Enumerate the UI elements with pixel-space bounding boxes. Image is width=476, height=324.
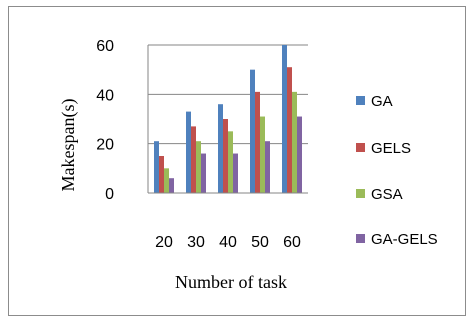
legend-label: GELS (371, 140, 411, 157)
bar-ga-gels-60 (297, 116, 302, 193)
legend-swatch-gels (356, 143, 365, 152)
y-tick-label: 0 (105, 186, 114, 203)
bar-ga-gels-20 (169, 178, 174, 193)
axes (147, 45, 308, 194)
bar-gsa-30 (196, 141, 201, 193)
bar-ga-50 (250, 69, 255, 193)
bar-ga-30 (186, 111, 191, 193)
bar-ga-40 (218, 104, 223, 193)
legend: GA GELS GSA GA-GELS (356, 93, 438, 248)
legend-label: GA (371, 93, 393, 110)
bar-gels-20 (159, 156, 164, 193)
legend-label: GA-GELS (371, 231, 438, 248)
legend-swatch-ga (356, 96, 365, 105)
y-axis-label: Makespan(s) (58, 99, 79, 192)
bar-gels-50 (255, 91, 260, 193)
bar-ga-gels-50 (265, 141, 270, 193)
bars (154, 45, 302, 193)
x-tick-labels: 20 30 40 50 60 (155, 234, 301, 251)
bar-ga-20 (154, 141, 159, 193)
bar-gsa-20 (164, 168, 169, 193)
bar-ga-gels-40 (233, 153, 238, 193)
bar-gsa-50 (260, 116, 265, 193)
legend-swatch-gsa (356, 189, 365, 198)
bar-gels-60 (287, 67, 292, 193)
x-axis-label: Number of task (175, 272, 287, 292)
x-tick-label: 50 (251, 234, 269, 251)
bar-gels-30 (191, 126, 196, 193)
bar-gsa-40 (228, 131, 233, 193)
y-tick-label: 20 (96, 137, 114, 154)
legend-label: GSA (371, 186, 403, 203)
legend-swatch-ga-gels (356, 234, 365, 243)
y-tick-label: 40 (96, 87, 114, 104)
x-tick-label: 60 (283, 234, 301, 251)
x-tick-label: 20 (155, 234, 173, 251)
bar-ga-gels-30 (201, 153, 206, 193)
y-tick-label: 60 (96, 38, 114, 55)
x-tick-label: 40 (219, 234, 237, 251)
bar-gsa-60 (292, 91, 297, 193)
y-tick-labels: 0 20 40 60 (96, 38, 114, 203)
x-tick-label: 30 (187, 234, 205, 251)
bar-ga-60 (282, 45, 287, 193)
bar-gels-40 (223, 119, 228, 193)
